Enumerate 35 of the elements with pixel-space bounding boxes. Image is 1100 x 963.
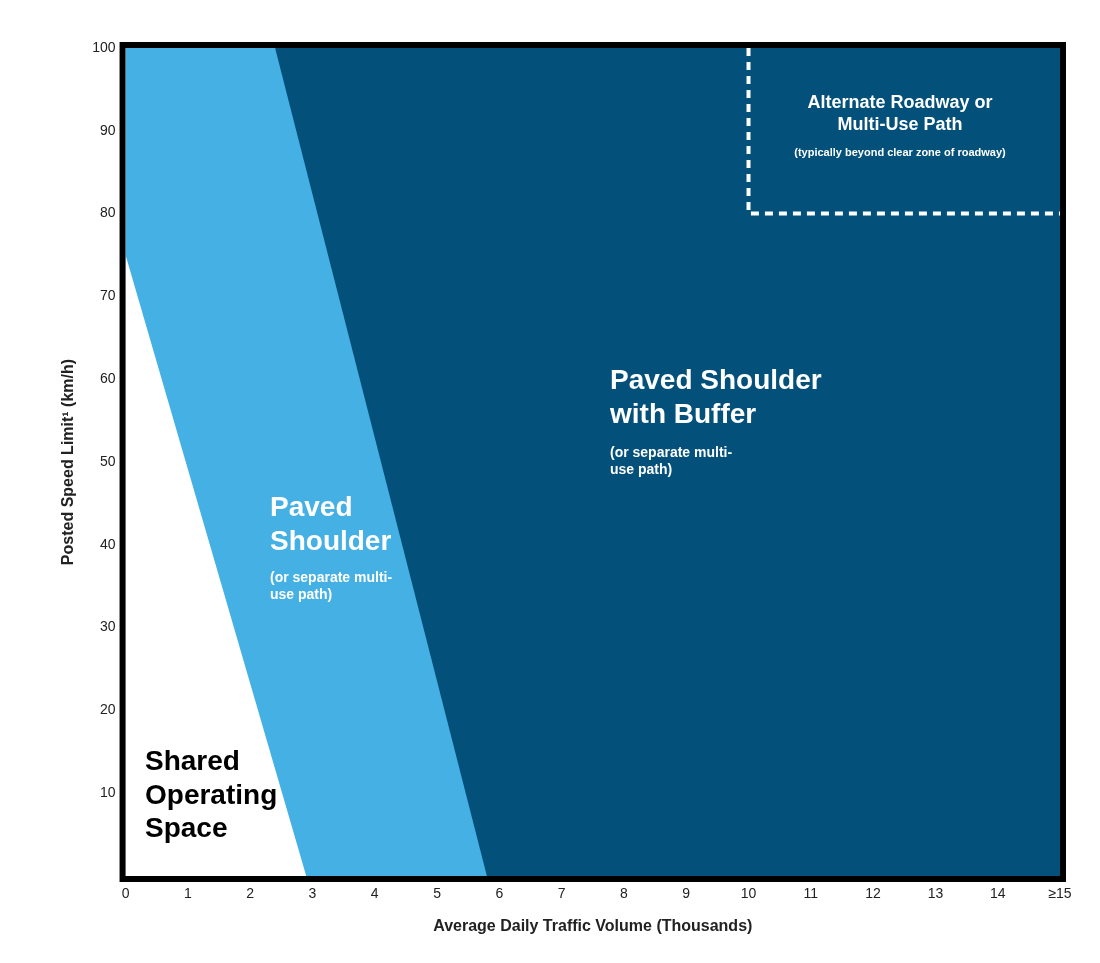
x-tick-label: 0 <box>121 885 130 902</box>
x-tick-label: 13 <box>927 885 944 902</box>
x-tick-label: 10 <box>740 885 757 902</box>
x-tick-label: 4 <box>370 885 379 902</box>
x-tick-label: 9 <box>682 885 691 902</box>
x-tick-label: 12 <box>865 885 882 902</box>
x-axis-title: Average Daily Traffic Volume (Thousands) <box>433 916 753 934</box>
y-tick-label: 50 <box>99 452 116 469</box>
x-tick-label: 1 <box>183 885 192 902</box>
x-tick-label: 14 <box>989 885 1006 902</box>
annotation: Alternate Roadway or Multi-Use Path <box>806 92 994 136</box>
y-tick-label: 70 <box>99 287 116 304</box>
y-tick-label: 90 <box>99 121 116 138</box>
y-tick-label: 60 <box>99 370 116 387</box>
y-tick-label: 100 <box>92 38 116 55</box>
annotation: (or separate multi-use path) <box>270 569 394 603</box>
annotation: Paved Shoulder with Buffer <box>610 363 823 431</box>
x-tick-label: 3 <box>308 885 317 902</box>
x-tick-label: 8 <box>620 885 629 902</box>
y-axis-title: Posted Speed Limit¹ (km/h) <box>59 358 77 566</box>
y-tick-label: 80 <box>99 204 116 221</box>
x-tick-label: 2 <box>246 885 255 902</box>
y-tick-label: 40 <box>99 535 116 552</box>
y-tick-label: 20 <box>99 701 116 718</box>
y-tick-label: 10 <box>99 784 116 801</box>
annotation: (typically beyond clear zone of roadway) <box>793 146 1007 160</box>
x-tick-label: 11 <box>803 885 819 902</box>
x-tick-label: ≥15 <box>1048 885 1072 902</box>
x-tick-label: 6 <box>495 885 504 902</box>
annotation: Shared Operating Space <box>145 744 279 845</box>
x-tick-label: 7 <box>557 885 566 902</box>
annotation: (or separate multi-use path) <box>610 444 734 478</box>
annotation: Paved Shoulder <box>270 490 393 558</box>
y-tick-label: 30 <box>99 618 116 635</box>
x-tick-label: 5 <box>433 885 442 902</box>
